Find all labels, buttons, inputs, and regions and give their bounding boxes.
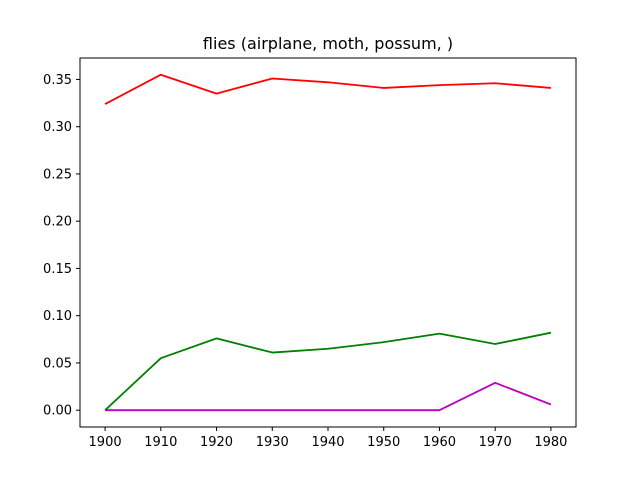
x-tick-label: 1980 [534,435,567,450]
y-tick-label: 0.00 [43,404,72,419]
y-axis-ticks: 0.00 0.05 0.10 0.15 0.20 0.25 0.30 0.35 [43,73,80,419]
x-tick-label: 1900 [89,435,122,450]
y-tick-label: 0.30 [43,120,72,135]
series-layer [104,73,552,412]
y-tick-label: 0.15 [43,262,72,277]
x-tick-label: 1970 [479,435,512,450]
x-tick-label: 1960 [423,435,456,450]
y-tick-label: 0.10 [43,309,72,324]
plot-area-frame [79,57,577,428]
x-tick-label: 1940 [311,435,344,450]
y-tick-label: 0.05 [43,356,72,371]
series-line-1 [104,73,551,105]
x-tick-label: 1930 [256,435,289,450]
series-line-3 [105,381,552,412]
x-axis-ticks: 1900 1910 1920 1930 1940 1950 1960 1970 1980 [89,427,567,450]
x-tick-label: 1910 [144,435,177,450]
series-line-2 [104,331,552,411]
y-tick-label: 0.20 [43,215,72,230]
chart-title: flies (airplane, moth, possum, ) [203,34,453,53]
y-tick-label: 0.25 [43,167,72,182]
x-tick-label: 1950 [367,435,400,450]
x-tick-label: 1920 [200,435,233,450]
y-tick-label: 0.35 [43,73,72,88]
